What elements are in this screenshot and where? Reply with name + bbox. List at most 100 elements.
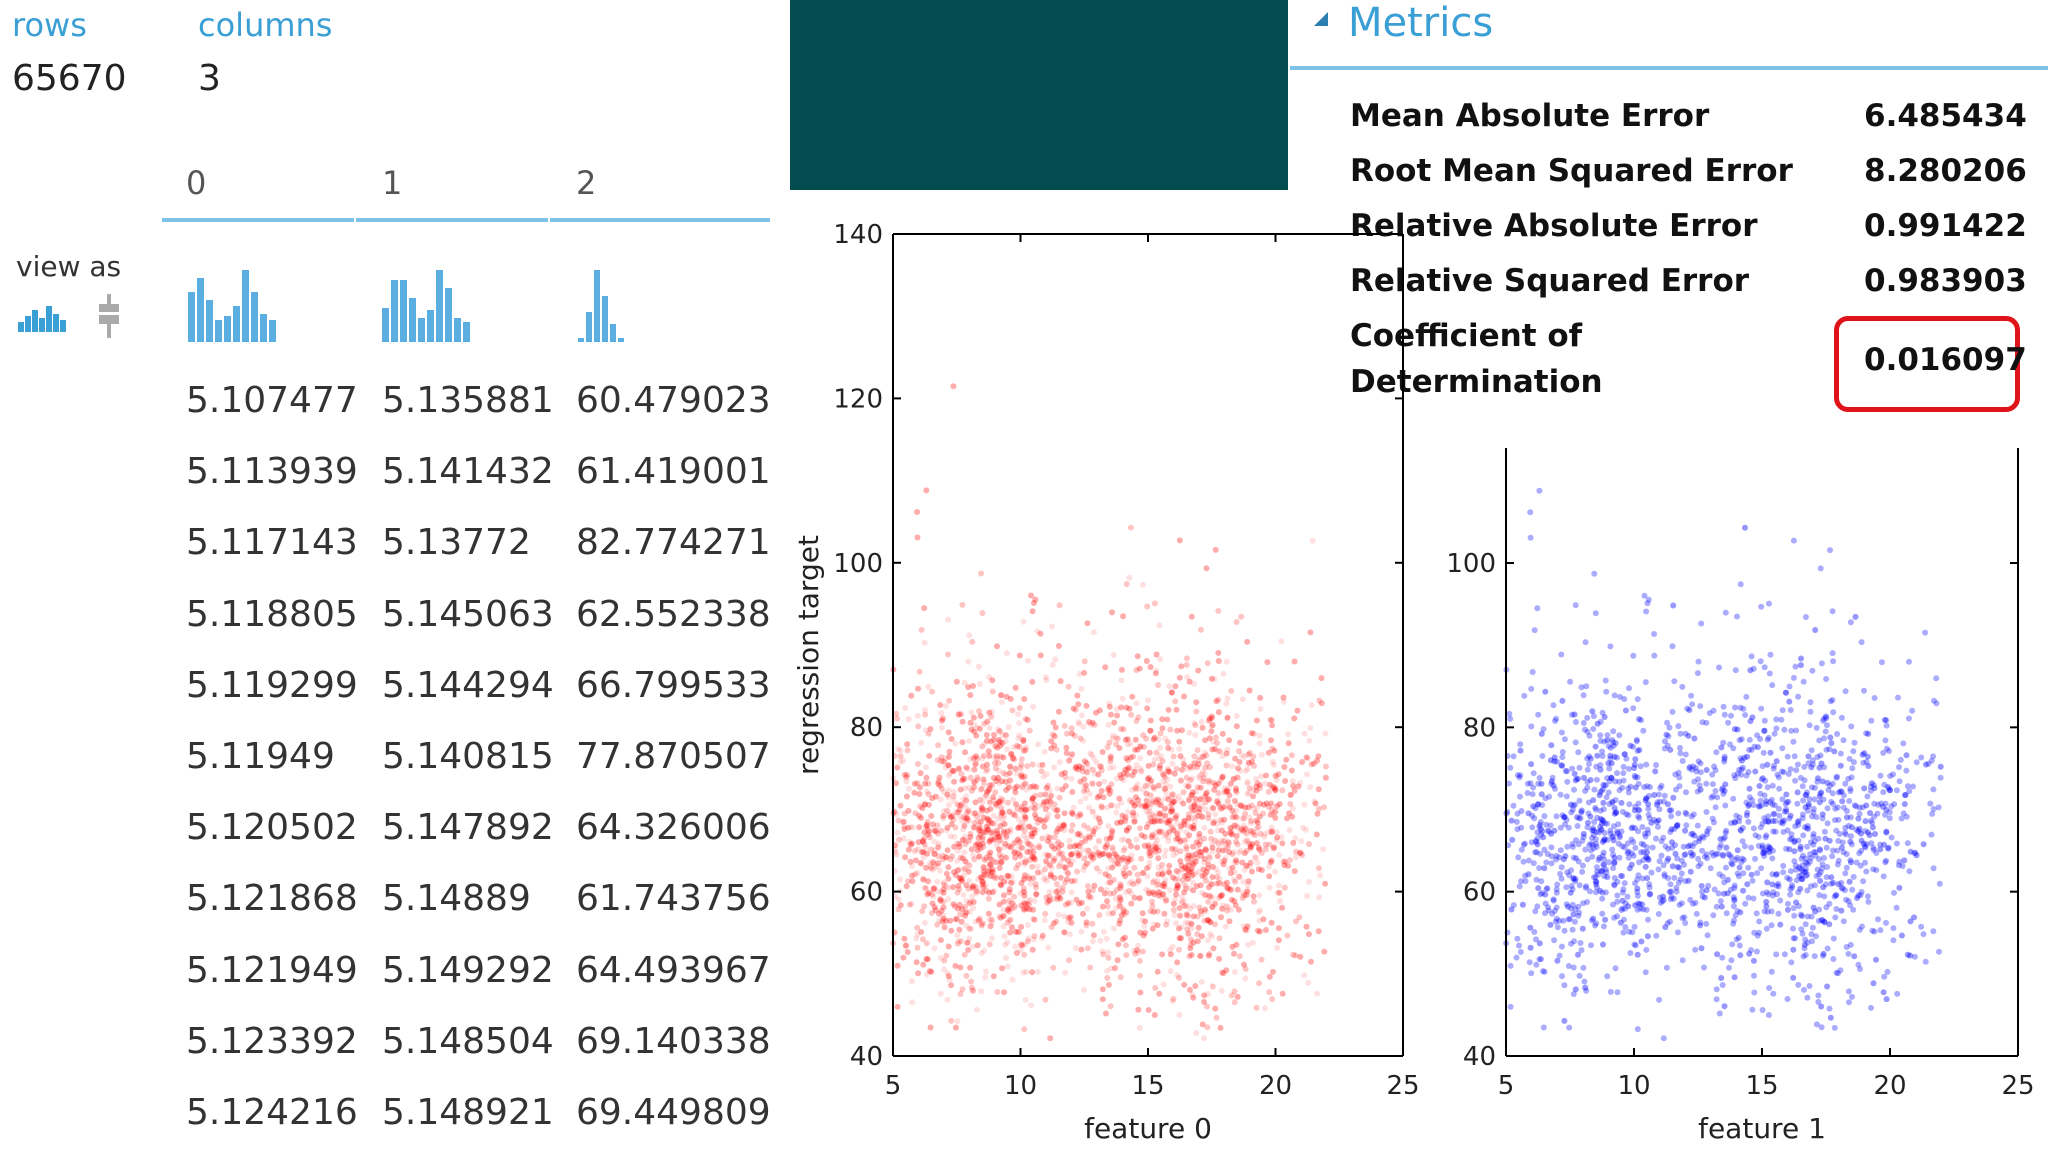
scatter-point <box>1099 749 1106 755</box>
scatter-point <box>955 711 962 718</box>
scatter-point <box>995 799 1002 806</box>
collapse-triangle-icon[interactable] <box>1312 10 1330 32</box>
column-header-2[interactable]: 2 <box>576 164 597 202</box>
scatter-point <box>944 824 951 831</box>
scatter-point <box>977 874 984 881</box>
view-as-label: view as <box>16 250 122 283</box>
scatter-point <box>1031 805 1038 812</box>
scatter-point <box>1200 753 1207 760</box>
scatter-point <box>980 776 987 783</box>
scatter-point <box>1068 851 1075 858</box>
scatter-point <box>924 956 931 963</box>
scatter-point <box>1118 704 1125 711</box>
scatter-point <box>907 858 914 865</box>
scatter-point <box>1066 957 1072 964</box>
scatter-point <box>1193 839 1200 846</box>
scatter-point <box>951 778 958 785</box>
scatter-point <box>1147 727 1154 734</box>
scatter-point <box>905 716 912 723</box>
scatter-point <box>1244 927 1251 934</box>
scatter-point <box>955 809 961 816</box>
scatter-point <box>914 509 921 515</box>
scatter-point <box>1014 837 1020 844</box>
scatter-point <box>935 778 942 785</box>
scatter-point <box>950 884 957 891</box>
scatter-point <box>1056 602 1063 609</box>
scatter-point <box>1188 804 1195 811</box>
scatter-point <box>1167 808 1174 815</box>
scatter-point <box>926 801 932 808</box>
scatter-point <box>1258 867 1265 873</box>
scatter-point <box>1109 735 1116 742</box>
scatter-point <box>1096 837 1103 844</box>
scatter-point <box>1144 802 1151 809</box>
scatter-point <box>1096 781 1103 787</box>
scatter-point <box>1056 602 1063 609</box>
scatter-point <box>924 823 931 830</box>
scatter-point <box>948 927 955 934</box>
scatter-point <box>1231 797 1238 804</box>
scatter-point <box>1255 824 1262 831</box>
scatter-point <box>1252 854 1258 861</box>
scatter-point <box>1012 765 1019 772</box>
scatter-point <box>1134 746 1141 753</box>
scatter-point <box>986 709 993 716</box>
scatter-point <box>927 1024 934 1031</box>
scatter-point <box>1214 740 1221 746</box>
scatter-point <box>1202 737 1208 744</box>
scatter-point <box>1032 811 1038 818</box>
scatter-point <box>1239 889 1246 896</box>
scatter-point <box>1079 764 1086 771</box>
boxplot-view-icon[interactable] <box>96 294 122 338</box>
scatter-point <box>1122 818 1129 825</box>
scatter-point <box>1137 989 1144 996</box>
scatter-point <box>1074 849 1081 856</box>
scatter-point <box>1137 894 1144 901</box>
scatter-point <box>1108 802 1115 809</box>
scatter-point <box>1018 761 1025 768</box>
scatter-point <box>1022 814 1029 821</box>
scatter-point <box>1156 889 1163 896</box>
scatter-point <box>1290 783 1297 789</box>
scatter-point <box>1113 775 1120 782</box>
scatter-point <box>966 908 973 915</box>
column-header-1[interactable]: 1 <box>382 164 403 202</box>
scatter-point <box>1266 863 1272 870</box>
scatter-point <box>1276 852 1283 858</box>
scatter-point <box>1229 814 1236 821</box>
scatter-point <box>965 766 972 773</box>
scatter-point <box>1165 817 1172 824</box>
scatter-point <box>1018 803 1025 810</box>
metrics-title[interactable]: Metrics <box>1348 0 1494 46</box>
scatter-point <box>1157 802 1164 809</box>
scatter-point <box>1188 921 1195 928</box>
scatter-point <box>1191 801 1198 808</box>
scatter-point <box>1187 777 1194 784</box>
scatter-point <box>1222 923 1229 930</box>
scatter-point <box>1119 936 1126 943</box>
scatter-point <box>1248 868 1255 875</box>
scatter-point <box>1205 861 1212 868</box>
scatter-point <box>984 761 990 768</box>
scatter-point <box>1129 693 1136 700</box>
scatter-point <box>952 872 959 879</box>
column-header-0[interactable]: 0 <box>186 164 207 202</box>
scatter-point <box>891 752 898 759</box>
histogram-view-icon[interactable] <box>18 296 68 334</box>
scatter-point <box>1137 755 1144 762</box>
scatter-point <box>1172 815 1179 822</box>
scatter-point <box>1205 815 1212 822</box>
scatter-point <box>1275 937 1282 944</box>
scatter-point <box>1075 852 1082 859</box>
scatter-point <box>1155 782 1162 789</box>
scatter-point <box>1029 795 1036 802</box>
scatter-point <box>1132 785 1139 792</box>
scatter-point <box>1189 852 1195 859</box>
scatter-point <box>914 944 921 951</box>
scatter-point <box>980 843 987 850</box>
scatter-point <box>945 864 952 871</box>
scatter-point <box>1219 819 1225 826</box>
scatter-point <box>1212 746 1219 752</box>
scatter-point <box>966 877 973 884</box>
scatter-point <box>979 806 986 813</box>
